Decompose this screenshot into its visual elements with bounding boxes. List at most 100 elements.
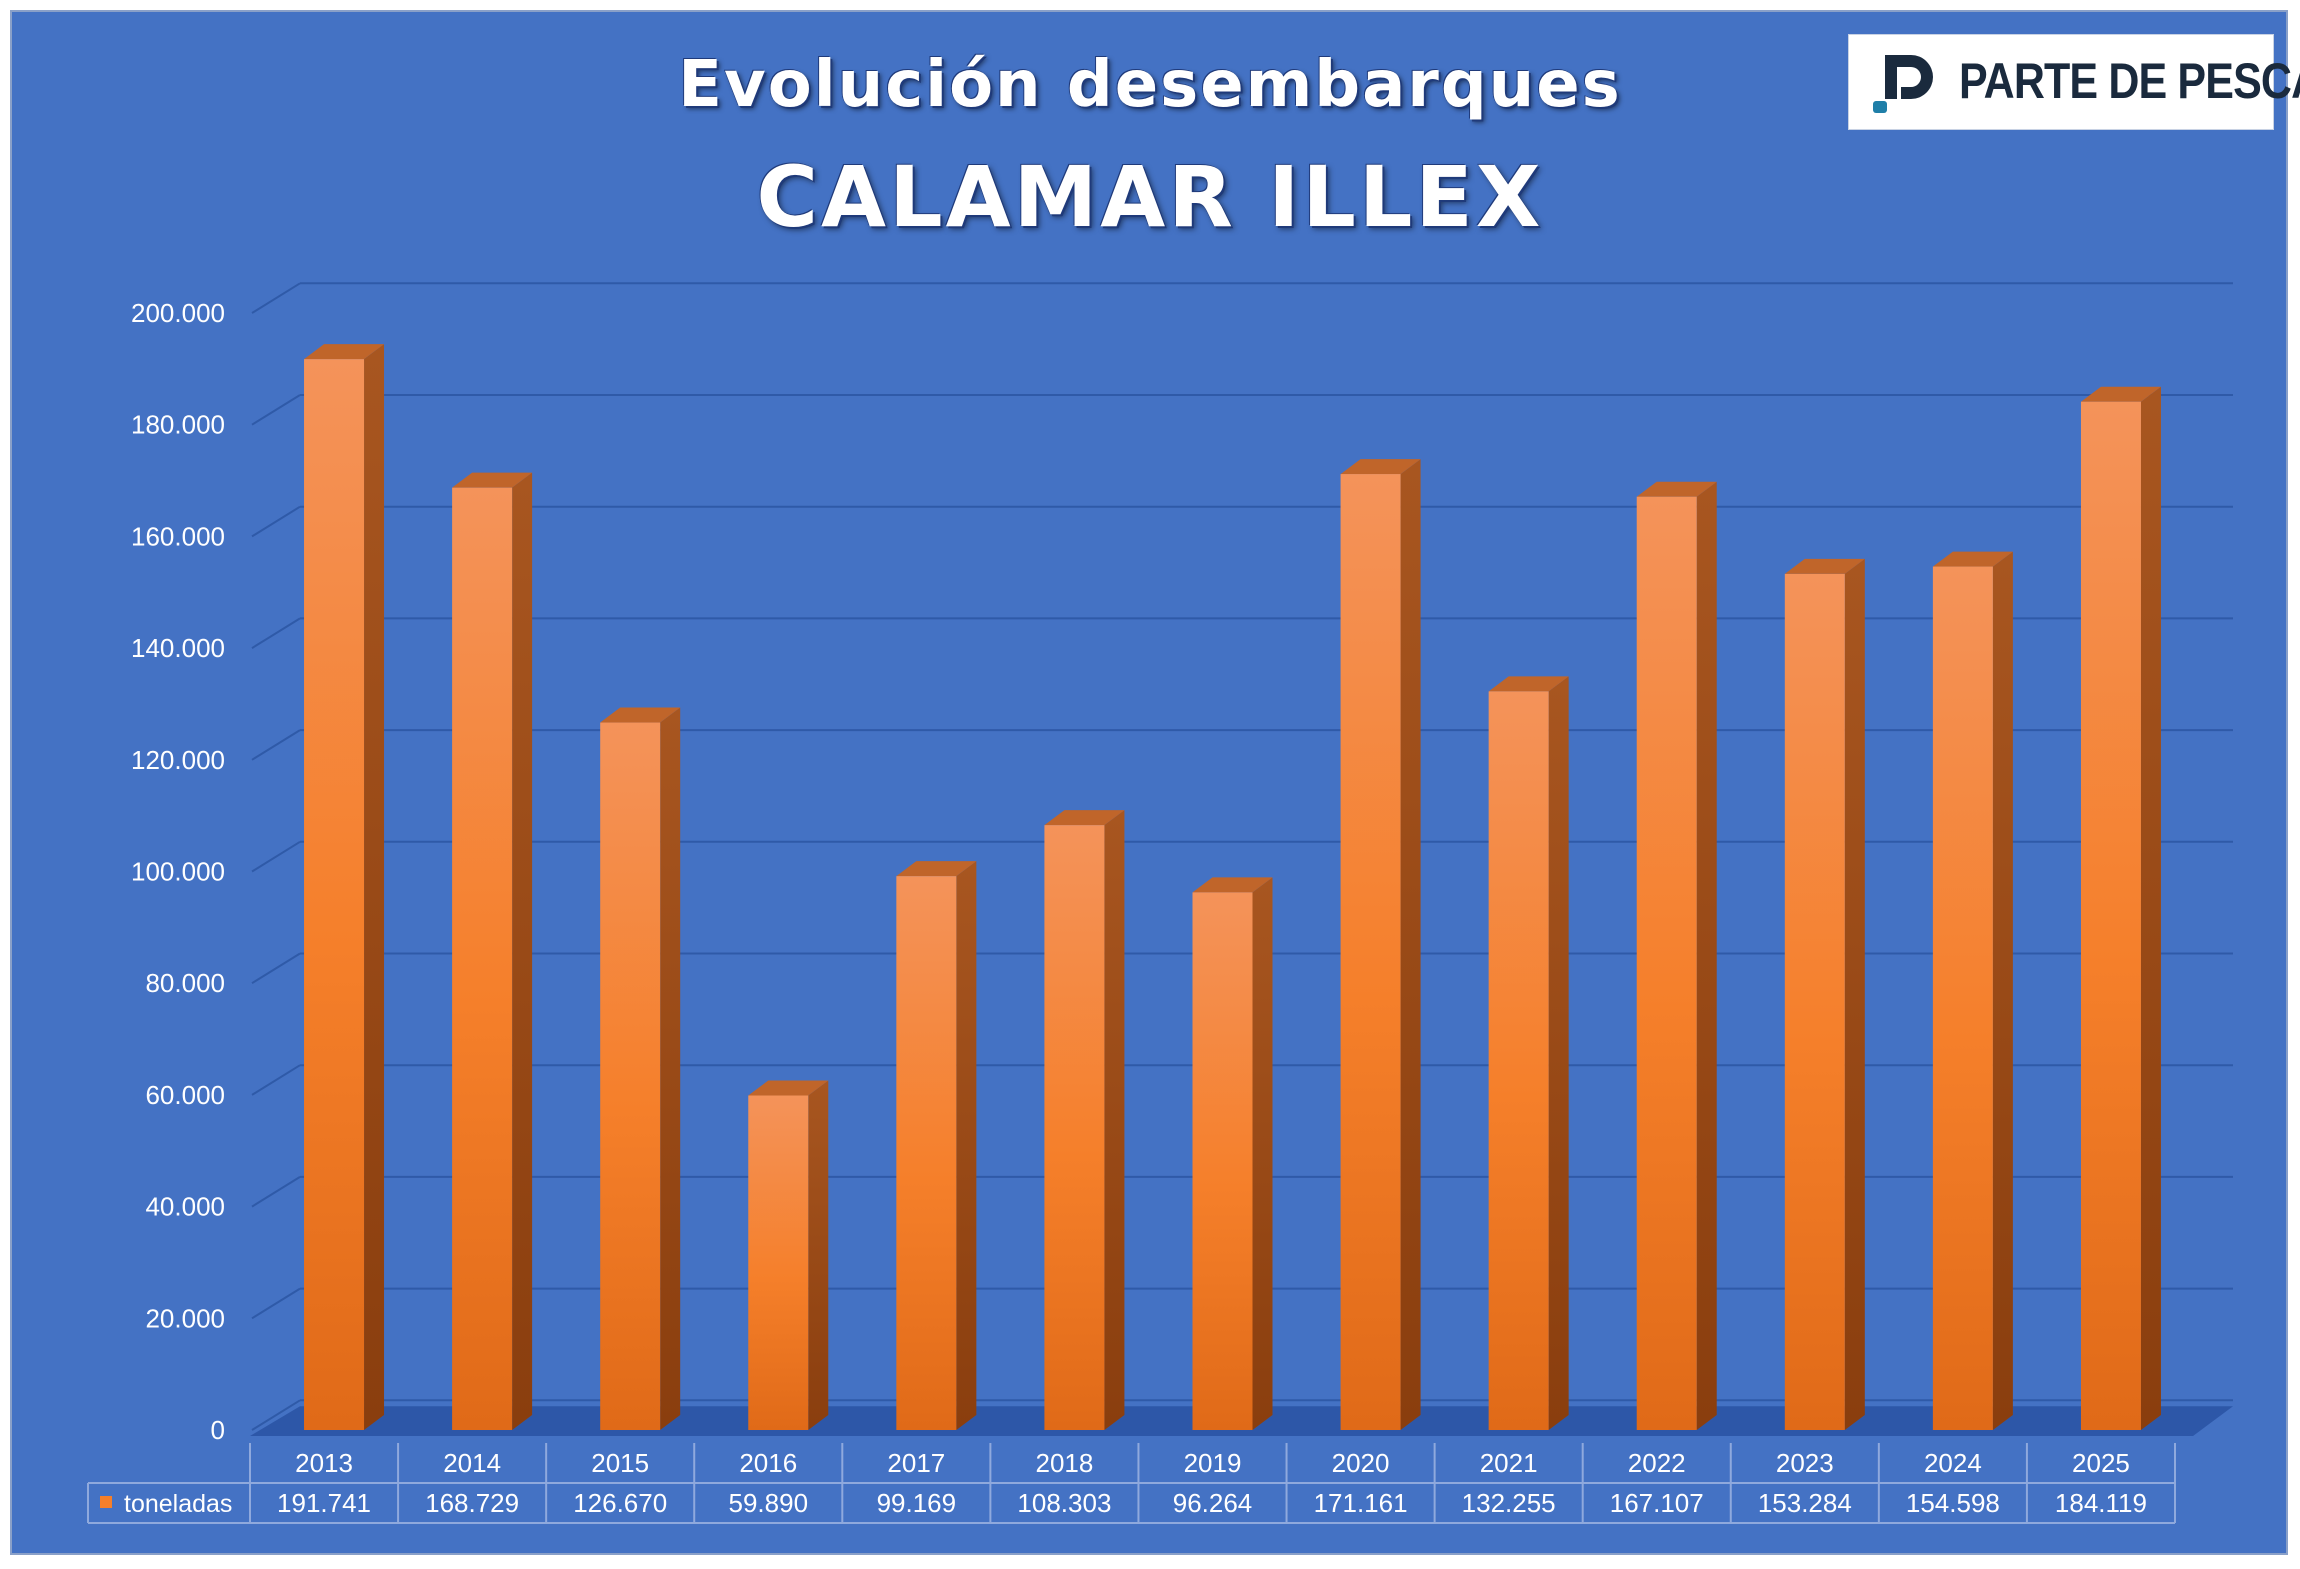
gridline-diagonal xyxy=(251,1399,301,1431)
bar-side xyxy=(512,472,533,1430)
bar-top xyxy=(1340,459,1421,475)
bar-front xyxy=(452,487,513,1430)
x-category-label: 2023 xyxy=(1776,1448,1834,1478)
bar-top xyxy=(1932,551,2013,567)
bar-front xyxy=(1192,892,1253,1430)
data-value-label: 108.303 xyxy=(1017,1488,1111,1518)
x-category-label: 2018 xyxy=(1036,1448,1094,1478)
bar-top xyxy=(452,472,533,488)
bar-side xyxy=(808,1080,829,1430)
bar-side xyxy=(1400,459,1421,1431)
y-tick-label: 80.000 xyxy=(145,968,225,998)
gridline-diagonal xyxy=(251,729,301,761)
gridline-diagonal xyxy=(251,1176,301,1208)
bar-front xyxy=(2080,401,2141,1431)
data-value-label: 99.169 xyxy=(877,1488,957,1518)
data-value-label: 171.161 xyxy=(1314,1488,1408,1518)
gridline-diagonal xyxy=(251,394,301,426)
bar-front xyxy=(1340,474,1401,1431)
gridline-diagonal xyxy=(251,840,301,873)
y-tick-label: 120.000 xyxy=(131,745,225,775)
gridline-diagonal xyxy=(251,505,301,538)
bars xyxy=(304,344,2161,1431)
chart-frame xyxy=(10,10,2288,1555)
bar-2021 xyxy=(1488,676,1569,1430)
x-category-label: 2017 xyxy=(887,1448,945,1478)
logo-wordmark: PARTE DE PESCA xyxy=(1959,53,2300,109)
parte-de-pesca-logo: PARTE DE PESCA® xyxy=(1848,34,2300,130)
bar-front xyxy=(1488,691,1549,1430)
x-category-label: 2024 xyxy=(1924,1448,1982,1478)
data-value-label: 153.284 xyxy=(1758,1488,1852,1518)
series-name-label: toneladas xyxy=(124,1490,232,1518)
data-table: 2013 191.741 2014 168.729 2015 126.670 2016 59.… xyxy=(87,1443,2176,1524)
logo-text: PARTE DE PESCA® xyxy=(1959,51,2300,111)
data-value-label: 154.598 xyxy=(1906,1488,2000,1518)
bar-top xyxy=(1784,558,1865,574)
x-category-label: 2014 xyxy=(443,1448,501,1478)
logo-p-icon xyxy=(1873,55,1933,113)
bar-2015 xyxy=(600,707,681,1430)
data-value-label: 184.119 xyxy=(2055,1488,2147,1518)
bar-2022 xyxy=(1636,481,1717,1430)
x-category-label: 2016 xyxy=(739,1448,797,1478)
bar-2014 xyxy=(452,472,533,1430)
bar-side xyxy=(1548,676,1569,1430)
bar-side xyxy=(1696,481,1717,1430)
gridline-diagonal xyxy=(251,952,301,985)
y-axis-labels: 0 20.000 40.000 60.000 80.000 100.000 120.000 1… xyxy=(131,298,225,1445)
y-tick-label: 40.000 xyxy=(145,1192,225,1222)
y-tick-label: 60.000 xyxy=(145,1080,225,1110)
bar-2023 xyxy=(1784,558,1865,1430)
data-value-label: 126.670 xyxy=(573,1488,667,1518)
gridline-diagonal xyxy=(251,1064,301,1096)
data-value-label: 96.264 xyxy=(1173,1488,1253,1518)
bar-2016 xyxy=(748,1080,829,1430)
bar-top xyxy=(1044,810,1125,826)
bar-front xyxy=(304,359,365,1431)
bar-side xyxy=(660,707,681,1430)
y-tick-label: 180.000 xyxy=(131,410,225,440)
bar-front xyxy=(896,876,957,1430)
bar-side xyxy=(956,861,977,1430)
x-category-label: 2013 xyxy=(295,1448,353,1478)
y-tick-label: 140.000 xyxy=(131,633,225,663)
gridline-diagonal xyxy=(251,1287,301,1320)
bar-side xyxy=(1104,810,1125,1430)
bar-2017 xyxy=(896,861,977,1430)
data-value-label: 132.255 xyxy=(1462,1488,1556,1518)
y-tick-label: 0 xyxy=(211,1415,225,1445)
bar-front xyxy=(1932,566,1993,1430)
bar-2018 xyxy=(1044,810,1125,1430)
x-category-label: 2020 xyxy=(1332,1448,1390,1478)
bar-front xyxy=(1636,496,1697,1430)
bar-2019 xyxy=(1192,877,1273,1430)
bar-2025 xyxy=(2080,386,2161,1431)
legend-swatch xyxy=(100,1496,112,1508)
bar-side xyxy=(1252,877,1273,1430)
bar-2013 xyxy=(304,344,385,1431)
x-category-label: 2025 xyxy=(2072,1448,2130,1478)
y-tick-label: 100.000 xyxy=(131,857,225,887)
bar-top xyxy=(600,707,681,723)
data-value-label: 167.107 xyxy=(1610,1488,1704,1518)
data-value-label: 59.890 xyxy=(729,1488,809,1518)
chart-subtitle: CALAMAR ILLEX xyxy=(756,148,1544,246)
x-category-label: 2022 xyxy=(1628,1448,1686,1478)
bar-side xyxy=(2140,386,2161,1431)
bar-top xyxy=(896,861,977,877)
bar-2020 xyxy=(1340,459,1421,1431)
bar-side xyxy=(1992,551,2013,1430)
x-category-label: 2019 xyxy=(1184,1448,1242,1478)
gridline-diagonal xyxy=(251,617,301,649)
bar-side xyxy=(364,344,385,1431)
bar-2024 xyxy=(1932,551,2013,1430)
data-value-label: 191.741 xyxy=(277,1488,371,1518)
x-category-label: 2021 xyxy=(1480,1448,1538,1478)
y-tick-label: 200.000 xyxy=(131,298,225,328)
bar-front xyxy=(748,1095,809,1430)
y-tick-label: 20.000 xyxy=(145,1303,225,1333)
bar-front xyxy=(600,722,661,1430)
data-value-label: 168.729 xyxy=(425,1488,519,1518)
